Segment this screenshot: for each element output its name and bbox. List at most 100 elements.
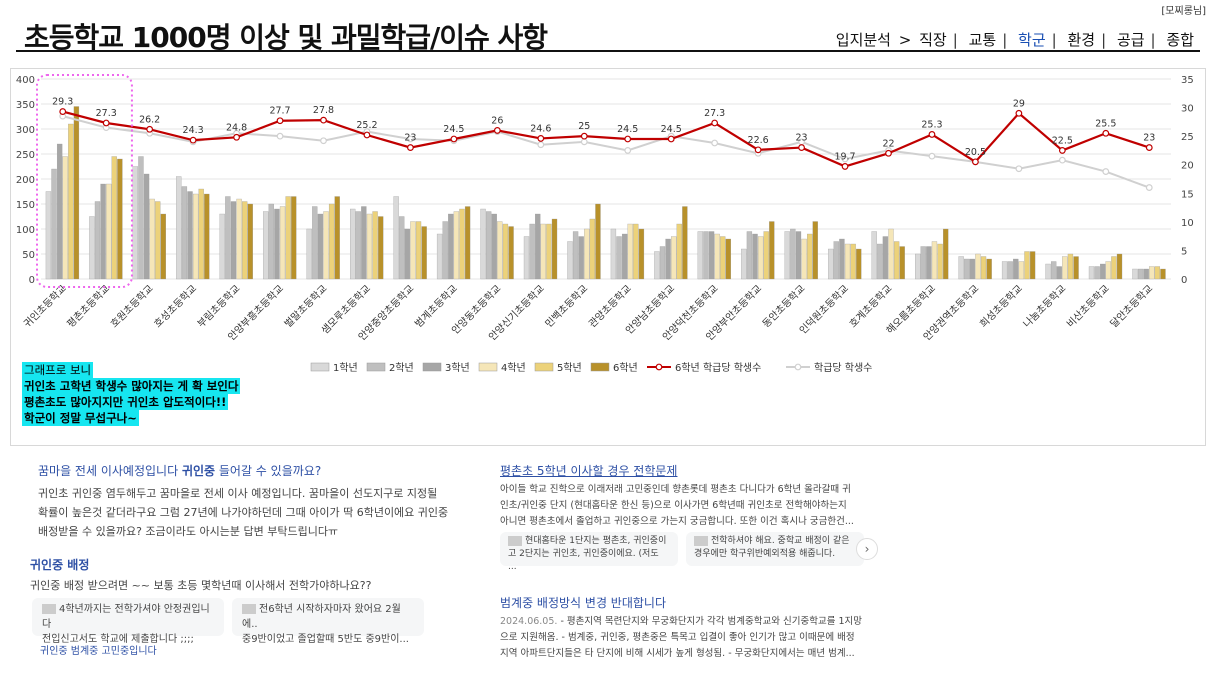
y-left-tick-label: 350	[16, 100, 35, 111]
legend-label: 3학년	[445, 362, 470, 374]
result-left-2: 귀인중 배정 귀인중 배정 받으려면 ~~ 보통 초등 몇학년때 이사해서 전학…	[30, 556, 470, 595]
bar	[198, 188, 204, 280]
bar	[741, 248, 747, 280]
nav-item-transport[interactable]: 교통	[968, 31, 997, 49]
bar	[801, 238, 807, 280]
bar	[1154, 266, 1161, 280]
bar	[106, 183, 112, 280]
bar	[1088, 266, 1095, 280]
result-title[interactable]: 범계중 배정방식 변경 반대합니다	[500, 596, 667, 610]
legend-label: 5학년	[557, 362, 582, 374]
data-point	[276, 117, 284, 125]
bar	[372, 211, 378, 280]
nav-item-environment[interactable]: 환경	[1067, 31, 1096, 49]
data-point	[711, 119, 719, 127]
bar	[654, 251, 660, 280]
bar	[659, 246, 666, 280]
bar	[980, 256, 987, 280]
bar	[480, 208, 486, 280]
nav-item-supply[interactable]: 공급	[1116, 31, 1145, 49]
bar	[807, 233, 813, 280]
nav-item-work[interactable]: 직장	[919, 31, 947, 49]
legend-marker	[794, 363, 802, 371]
bar	[366, 213, 373, 280]
bar	[1137, 268, 1144, 280]
data-point	[407, 135, 414, 143]
answer-card[interactable]: 현대홈타운 1단지는 평촌초, 귀인중이 고 2단지는 귀인초, 귀인중이에요.…	[500, 532, 678, 572]
note-line: 귀인초 고학년 학생수 많아지는 게 확 보인다	[22, 378, 241, 394]
data-label: 27.3	[704, 108, 725, 119]
bar	[393, 196, 399, 280]
x-tick-label: 호계초등학교	[847, 283, 895, 331]
highlight-box	[36, 74, 133, 288]
answer-card[interactable]: 전학하셔야 해요. 중학교 배정이 같은 경우에만 학구위반예외적용 해줍니다.	[686, 532, 864, 566]
legend-label: 2학년	[389, 362, 414, 374]
bar	[306, 228, 312, 280]
legend-swatch	[478, 362, 498, 372]
data-point	[320, 137, 327, 145]
bar	[833, 241, 839, 280]
bar	[111, 156, 117, 280]
bar	[931, 241, 938, 280]
nav-item-school[interactable]: 학군	[1018, 31, 1046, 49]
bar	[497, 221, 503, 280]
data-label: 22	[882, 138, 894, 149]
bar	[415, 221, 422, 280]
answer-card[interactable]: 전6학년 시작하자마자 왔어요 2월에.. 중9반이었고 졸업할때 5반도 중9…	[232, 598, 424, 645]
bar	[893, 241, 900, 280]
data-label: 25.2	[356, 120, 377, 131]
bar	[361, 206, 367, 280]
answer-card[interactable]: 4학년까지는 전학가셔야 안정권입니다 전입신고서도 학교에 제출합니다 ;;;…	[32, 598, 224, 645]
bar	[204, 193, 210, 280]
result-title[interactable]: 꿈마을 전세 이사예정입니다 귀인중 들어갈 수 있을까요?	[38, 464, 322, 478]
result-title[interactable]: 귀인중 배정	[30, 558, 90, 572]
bar	[610, 228, 617, 280]
legend-swatch	[310, 362, 330, 372]
data-point	[928, 152, 936, 160]
bar	[790, 228, 796, 280]
bar	[268, 203, 274, 280]
legend-label: 학급당 학생수	[814, 362, 872, 374]
bar	[1143, 268, 1149, 280]
bar	[1100, 263, 1106, 280]
x-tick-label: 부림초등학교	[195, 283, 243, 331]
chart-panel: 0 50 100 150 200 250 300 350 400 0 5 10 15 20 25 30 35 귀인…	[10, 68, 1206, 446]
data-point	[667, 135, 675, 143]
data-label: 23	[404, 133, 416, 144]
bar	[964, 258, 970, 280]
bar	[1056, 266, 1062, 280]
data-label: 22.5	[1052, 135, 1073, 146]
x-tick-label: 귀인초등학교	[21, 283, 69, 331]
bar	[697, 231, 704, 280]
result-left-1: 꿈마을 전세 이사예정입니다 귀인중 들어갈 수 있을까요? 귀인초 귀인중 염…	[38, 462, 478, 541]
bar	[1045, 263, 1051, 280]
data-point	[972, 158, 979, 166]
data-point	[537, 141, 545, 149]
answer-icon	[694, 535, 708, 546]
nav-item-overall[interactable]: 종합	[1166, 31, 1194, 49]
bar	[1067, 253, 1074, 280]
data-point	[59, 108, 67, 115]
bar	[1132, 268, 1138, 280]
y-right-tick-label: 25	[1181, 132, 1194, 143]
bar	[1105, 261, 1111, 280]
bar	[291, 196, 297, 280]
data-point	[233, 133, 240, 141]
data-point	[624, 135, 632, 143]
y-right-tick-label: 10	[1181, 218, 1194, 229]
bar	[763, 231, 769, 280]
legend-label: 6학년	[613, 362, 638, 374]
related-link[interactable]: 귀인중 범계중 고민중입니다	[40, 646, 157, 657]
next-arrow-icon[interactable]: ›	[856, 538, 878, 560]
bar	[589, 218, 596, 280]
result-title[interactable]: 평촌초 5학년 이사할 경우 전학문제	[500, 464, 678, 478]
data-point	[1015, 109, 1023, 117]
bar	[540, 223, 546, 280]
y-right-tick-label: 30	[1181, 104, 1194, 115]
data-label: 25.5	[1095, 118, 1116, 129]
data-point	[928, 131, 936, 138]
y-right-tick-label: 20	[1181, 161, 1194, 172]
result-right-2: 범계중 배정방식 변경 반대합니다 2024.06.05. - 평촌지역 목련단…	[500, 594, 900, 662]
bar	[1062, 256, 1068, 280]
bar	[746, 231, 753, 280]
